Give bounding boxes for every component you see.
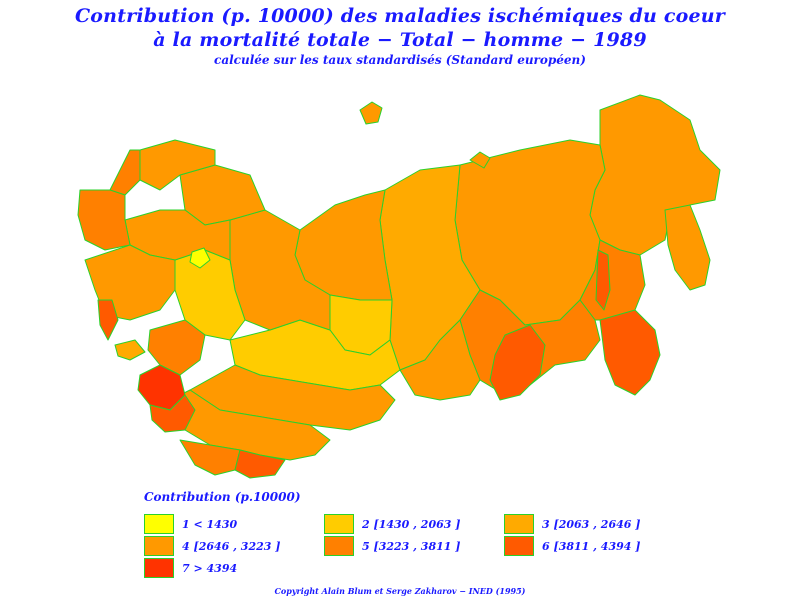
legend-item-7: 7 > 4394 — [144, 558, 237, 578]
legend-item-2: 2 [1430 , 2063 ] — [324, 514, 460, 534]
legend-item-4: 4 [2646 , 3223 ] — [144, 536, 280, 556]
legend-title: Contribution (p.10000) — [144, 490, 301, 504]
region-arkhangelsk — [139, 139, 216, 191]
region-tajikistan — [234, 449, 286, 479]
legend-label-5: 5 [3223 , 3811 ] — [362, 539, 461, 553]
region-crimea — [114, 339, 146, 361]
legend-label-1: 1 < 1430 — [182, 517, 238, 531]
region-north-caucasus — [147, 319, 206, 376]
legend-label-6: 6 [3811 , 4394 ] — [542, 539, 641, 553]
region-sakhalin — [595, 249, 611, 311]
legend-label-3: 3 [2063 , 2646 ] — [542, 517, 641, 531]
region-moldova — [97, 299, 119, 341]
legend-item-5: 5 [3223 , 3811 ] — [324, 536, 460, 556]
region-altai — [399, 319, 481, 401]
legend-label-4: 4 [2646 , 3223 ] — [182, 539, 281, 553]
region-primorye — [599, 309, 661, 396]
legend-label-2: 2 [1430 , 2063 ] — [362, 517, 461, 531]
region-transcaucasia — [149, 394, 196, 433]
region-kamchatka — [664, 204, 711, 291]
map-subtitle: calculée sur les taux standardisés (Stan… — [214, 53, 586, 67]
region-irkutsk — [489, 324, 546, 401]
legend-swatch-5 — [324, 536, 354, 556]
region-karelia — [109, 149, 141, 196]
legend-swatch-4 — [144, 536, 174, 556]
title-line-1: Contribution (p. 10000) des maladies isc… — [74, 5, 726, 27]
title-line-2: à la mortalité totale − Total − homme − … — [153, 29, 647, 51]
legend-item-6: 6 [3811 , 4394 ] — [504, 536, 640, 556]
legend-label-7: 7 > 4394 — [182, 561, 238, 575]
legend-item-3: 3 [2063 , 2646 ] — [504, 514, 640, 534]
legend-swatch-2 — [324, 514, 354, 534]
region-moscow — [189, 247, 211, 269]
region-novaya-zemlya — [359, 101, 383, 125]
region-baltic — [77, 189, 131, 251]
legend-swatch-1 — [144, 514, 174, 534]
legend-swatch-3 — [504, 514, 534, 534]
map-title: Contribution (p. 10000) des maladies isc… — [0, 4, 800, 68]
legend-item-1: 1 < 1430 — [144, 514, 237, 534]
legend-swatch-7 — [144, 558, 174, 578]
region-island-ne — [469, 151, 491, 169]
legend-swatch-6 — [504, 536, 534, 556]
copyright-notice: Copyright Alain Blum et Serge Zakharov −… — [274, 586, 526, 596]
